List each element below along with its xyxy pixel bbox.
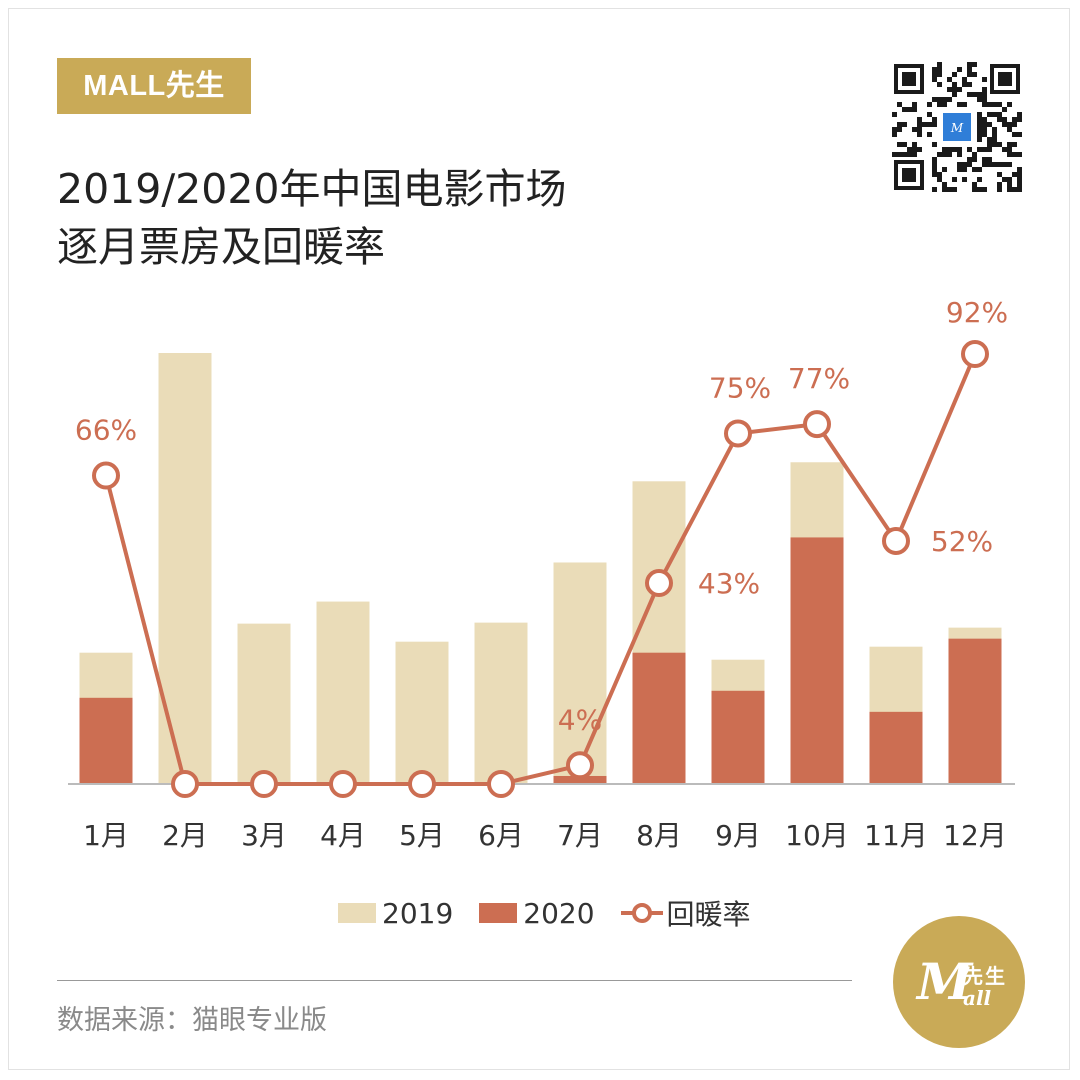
chart-title-line-2: 逐月票房及回暖率	[57, 223, 385, 271]
recovery-rate-line	[104, 353, 977, 786]
logo-suffix: all	[963, 986, 992, 1010]
rate-data-label: 77%	[788, 362, 850, 395]
legend-swatch-2020	[479, 903, 518, 923]
bar-2019-6月	[474, 622, 528, 784]
rate-point-2月	[171, 770, 199, 798]
rate-point-3月	[250, 770, 278, 798]
legend-item-2019: 2019	[338, 897, 453, 930]
legend-swatch-2019	[338, 903, 376, 923]
footer-divider	[57, 980, 852, 981]
rate-data-label: 66%	[75, 414, 137, 447]
legend-label-2019: 2019	[382, 896, 454, 930]
bar-2020-7月	[553, 775, 607, 784]
rate-point-10月	[803, 410, 831, 439]
qr-code-icon[interactable]: M	[890, 60, 1024, 194]
x-tick-label: 2月	[162, 819, 208, 852]
rate-point-8月	[645, 569, 673, 598]
logo-chinese: 先生	[963, 964, 1007, 988]
x-tick-label: 3月	[241, 819, 287, 852]
chart-title: 2019/2020年中国电影市场 逐月票房及回暖率	[57, 160, 567, 276]
x-tick-label: 8月	[636, 819, 682, 852]
bar-2020-10月	[790, 537, 844, 784]
rate-data-label: 52%	[931, 525, 993, 558]
brand-logo: M 先生 all	[893, 916, 1025, 1048]
x-tick-label: 12月	[943, 819, 1007, 852]
legend-item-2020: 2020	[479, 896, 595, 930]
chart-legend: 2019 2020 回暖率	[338, 893, 777, 933]
bar-2019-4月	[316, 601, 370, 784]
box-office-chart: 1月 2月 3月 4月 5月 6月 7月 8月 9月 10月 11月 12月 66% 4% 43% 75% 7…	[68, 296, 1015, 852]
x-tick-label: 6月	[478, 819, 524, 852]
legend-line-marker-icon	[620, 903, 663, 923]
rate-data-label: 43%	[698, 567, 760, 600]
svg-text:M: M	[950, 121, 964, 135]
bar-2020-11月	[869, 711, 923, 784]
rate-point-9月	[724, 419, 752, 448]
rate-point-7月	[566, 751, 594, 780]
rate-point-4月	[329, 770, 357, 798]
x-tick-label: 4月	[320, 819, 366, 852]
legend-item-rate: 回暖率	[620, 893, 751, 933]
x-tick-label: 5月	[399, 819, 445, 852]
x-tick-label: 11月	[864, 819, 928, 852]
bar-2020-9月	[711, 690, 765, 784]
bar-2020-1月	[79, 697, 133, 784]
legend-label-2020: 2020	[523, 896, 595, 930]
bar-2020-8月	[632, 652, 686, 784]
rate-point-12月	[961, 340, 989, 368]
legend-label-rate: 回暖率	[666, 898, 751, 931]
bar-2020-12月	[948, 638, 1002, 784]
chart-title-line-1: 2019/2020年中国电影市场	[57, 165, 567, 213]
bar-2019-7月	[553, 562, 607, 784]
rate-point-5月	[408, 770, 436, 798]
data-source-note: 数据来源：猫眼专业版	[57, 1005, 327, 1036]
rate-data-label: 75%	[709, 371, 771, 404]
rate-point-6月	[487, 770, 515, 798]
x-tick-label: 1月	[83, 819, 129, 852]
rate-data-label: 4%	[558, 703, 602, 736]
bar-2019-3月	[237, 623, 291, 784]
rate-point-1月	[92, 461, 120, 490]
bar-2019-5月	[395, 641, 449, 784]
x-tick-label: 7月	[557, 819, 603, 852]
x-tick-label: 10月	[785, 819, 849, 852]
brand-tag: MALL先生	[57, 58, 251, 114]
card-frame	[8, 8, 1070, 1070]
rate-data-label: 92%	[946, 296, 1008, 329]
rate-point-11月	[882, 526, 910, 555]
x-tick-label: 9月	[715, 819, 761, 852]
logo-letter-m: M	[917, 952, 973, 1011]
